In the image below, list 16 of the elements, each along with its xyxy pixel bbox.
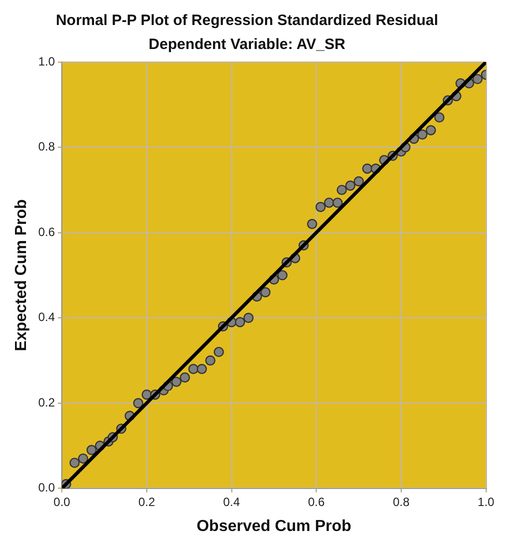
- y-tick-label: 0.6: [38, 224, 56, 239]
- x-tick-label: 0.2: [138, 494, 156, 509]
- chart-title: Normal P-P Plot of Regression Standardized Residual: [56, 12, 438, 30]
- chart-subtitle: Dependent Variable: AV_SR: [148, 36, 346, 54]
- y-tick-label: 0.4: [38, 310, 56, 324]
- x-tick-label: 0.6: [308, 494, 326, 509]
- x-axis-title: Observed Cum Prob: [196, 518, 352, 535]
- x-tick-label: 0.4: [223, 494, 240, 509]
- y-tick-label: 1.0: [38, 54, 56, 68]
- x-tick-label: 0.0: [54, 494, 71, 509]
- y-tick-label: 0.0: [38, 480, 56, 495]
- x-tick-label: 0.8: [392, 494, 410, 509]
- y-axis-title: Expected Cum Prob: [13, 198, 30, 352]
- x-tick-label: 1.0: [478, 494, 495, 509]
- y-tick-label: 0.2: [38, 395, 56, 410]
- y-tick-label: 0.8: [38, 140, 56, 154]
